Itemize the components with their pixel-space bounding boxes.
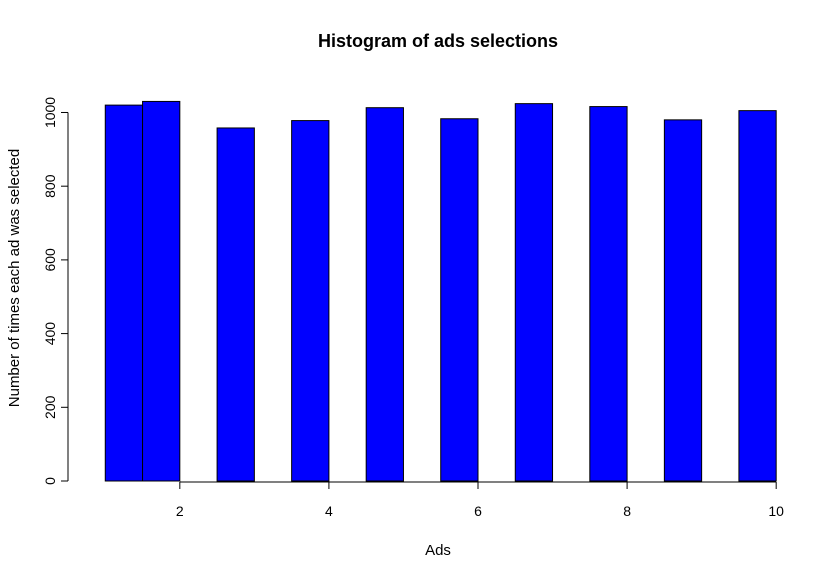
x-tick-label: 6 xyxy=(474,503,482,519)
chart-title: Histogram of ads selections xyxy=(318,31,558,51)
bar-7 xyxy=(514,103,554,482)
bar-3 xyxy=(216,127,255,482)
y-tick-label: 600 xyxy=(42,248,58,272)
x-axis-label: Ads xyxy=(425,542,451,559)
y-axis: 0 200 400 600 800 1000 xyxy=(42,97,69,485)
x-tick-label: 4 xyxy=(325,503,333,519)
x-tick-label: 2 xyxy=(176,503,184,519)
y-tick-label: 400 xyxy=(42,322,58,346)
x-axis: 2 4 6 8 10 xyxy=(176,481,784,519)
bar-4 xyxy=(291,120,330,482)
y-tick-label: 1000 xyxy=(42,97,58,128)
bar-2 xyxy=(142,100,181,482)
y-tick-label: 200 xyxy=(42,395,58,419)
bar-5 xyxy=(365,107,404,482)
y-tick-label: 0 xyxy=(42,477,58,485)
x-tick-label: 10 xyxy=(768,503,784,519)
bar-10 xyxy=(738,110,777,482)
bar-6 xyxy=(440,118,479,482)
bar-1 xyxy=(104,104,144,482)
x-tick-label: 8 xyxy=(623,503,631,519)
bar-8 xyxy=(589,106,628,482)
bars-group xyxy=(104,100,777,482)
bar-9 xyxy=(663,119,703,482)
y-tick-label: 800 xyxy=(42,174,58,198)
y-axis-label: Number of times each ad was selected xyxy=(6,149,23,407)
